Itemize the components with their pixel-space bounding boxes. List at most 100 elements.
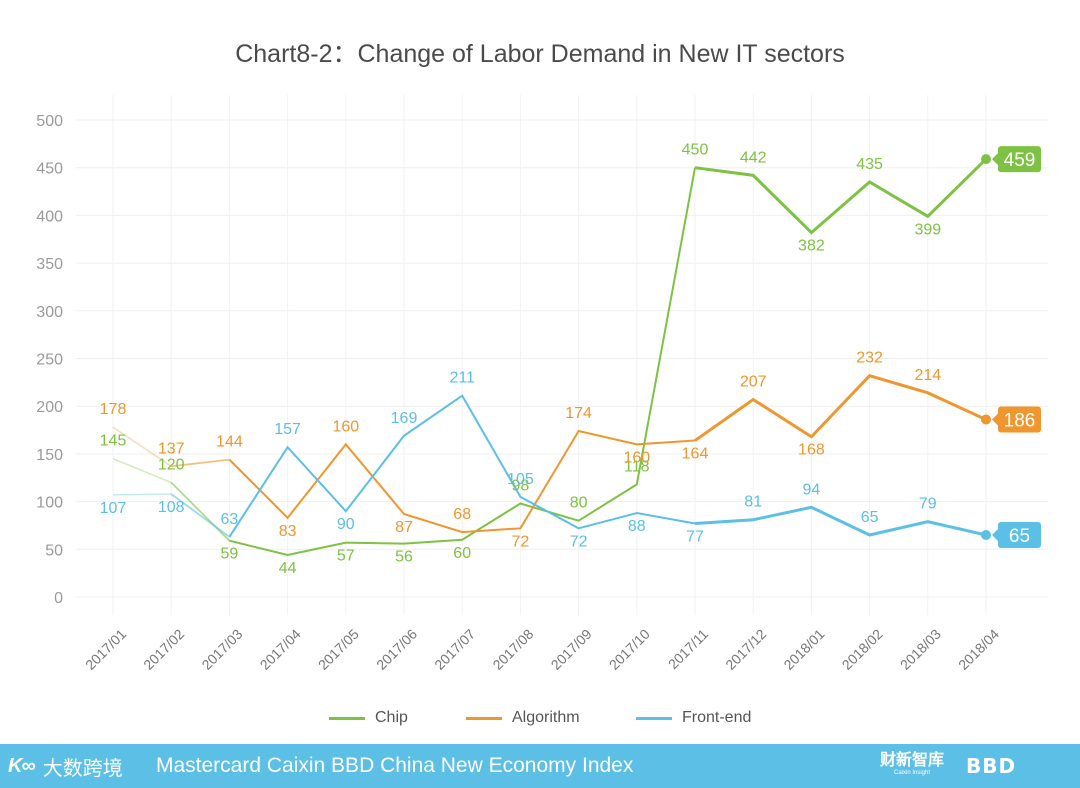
series-line-front-end-mid — [170, 493, 230, 538]
callout-arrow-algorithm — [992, 413, 998, 426]
y-tick-label: 500 — [36, 113, 63, 130]
caixin-insight-main: 财新智库 — [880, 752, 945, 769]
data-label-algorithm: 137 — [158, 440, 185, 457]
x-tick-label: 2018/03 — [897, 626, 944, 673]
series-line-chip-lead — [112, 457, 172, 484]
data-label-front-end: 77 — [686, 529, 704, 546]
grid-layer — [76, 95, 1048, 615]
series-line-front-end-lead — [112, 493, 172, 496]
y-tick-label: 200 — [36, 399, 63, 416]
callout-box-front-end — [998, 521, 1041, 548]
x-tick-label: 2017/06 — [373, 626, 420, 673]
legend-item-front-end[interactable]: Front-end — [636, 709, 751, 727]
series-line-front-end — [228, 394, 696, 538]
data-label-front-end: 88 — [628, 518, 646, 535]
callout-label-chip: 459 — [1004, 150, 1036, 171]
x-tick-label: 2018/04 — [955, 626, 1002, 673]
y-tick-label: 0 — [54, 590, 63, 607]
data-label-algorithm: 164 — [682, 446, 709, 463]
x-tick-label: 2018/01 — [780, 626, 827, 673]
x-tick-label: 2017/11 — [665, 626, 712, 673]
data-label-chip: 450 — [682, 142, 709, 159]
data-label-chip: 57 — [337, 548, 355, 565]
x-tick-label: 2018/02 — [839, 626, 886, 673]
data-label-chip: 44 — [279, 560, 297, 577]
x-tick-label: 2017/02 — [140, 626, 187, 673]
data-label-algorithm: 83 — [279, 523, 297, 540]
x-tick-label: 2017/10 — [606, 626, 653, 673]
logo-cn-text: 大数跨境 — [42, 757, 123, 780]
callout-box-chip — [998, 146, 1041, 173]
data-label-algorithm: 174 — [565, 405, 592, 422]
data-label-front-end: 105 — [507, 471, 534, 488]
data-label-algorithm: 168 — [798, 442, 825, 459]
x-tick-label: 2017/05 — [315, 626, 362, 673]
data-label-chip: 120 — [158, 457, 185, 474]
callout-arrow-chip — [992, 153, 998, 166]
series-line-chip-mid — [170, 481, 231, 542]
data-label-algorithm: 214 — [914, 367, 941, 384]
legend-label-algorithm: Algorithm — [512, 709, 580, 726]
callout-label-front-end: 65 — [1009, 526, 1030, 547]
data-label-front-end: 65 — [861, 509, 879, 526]
data-label-chip: 98 — [512, 478, 530, 495]
data-label-algorithm: 72 — [512, 533, 530, 550]
logo-mark-icon: K∞ — [8, 754, 36, 777]
x-tick-label: 2017/12 — [722, 626, 769, 673]
data-label-front-end: 94 — [803, 481, 821, 498]
x-tick-label: 2017/09 — [548, 626, 595, 673]
data-label-chip: 442 — [740, 149, 767, 166]
data-label-algorithm: 144 — [216, 434, 243, 451]
data-label-front-end: 108 — [158, 499, 185, 516]
data-label-front-end: 81 — [744, 494, 762, 511]
caixin-insight-sub: Caixin Insight — [893, 770, 931, 776]
series-layer — [112, 154, 991, 557]
logo-left: K∞ 大数跨境 — [8, 752, 123, 780]
end-point-algorithm — [981, 414, 991, 425]
legend-item-chip[interactable]: Chip — [329, 709, 408, 727]
x-tick-label: 2017/03 — [198, 626, 245, 673]
data-label-front-end: 107 — [100, 500, 127, 517]
data-label-algorithm: 178 — [100, 401, 127, 418]
x-tick-label: 2017/01 — [82, 626, 129, 673]
bbd-logo: BBD — [966, 754, 1017, 778]
y-tick-label: 250 — [36, 352, 63, 369]
y-tick-label: 100 — [36, 495, 63, 512]
callout-label-algorithm: 186 — [1004, 411, 1036, 432]
label-layer: 145 120 59 44 57 56 60 98 80 118 450 442 382 435 399 45… — [100, 142, 1041, 577]
y-tick-label: 350 — [36, 256, 63, 273]
callout-arrow-front-end — [992, 528, 998, 541]
chart-title: Chart8-2：Change of Labor Demand in New I… — [235, 40, 845, 68]
data-label-front-end: 157 — [274, 421, 301, 438]
legend-swatch-front-end — [636, 716, 672, 720]
legend-label-chip: Chip — [375, 709, 408, 726]
data-label-chip: 60 — [453, 545, 471, 562]
y-tick-label: 150 — [36, 447, 63, 464]
legend-item-algorithm[interactable]: Algorithm — [466, 709, 580, 727]
data-label-algorithm: 207 — [740, 374, 767, 391]
series-line-front-end-tail — [694, 505, 987, 537]
data-label-algorithm: 160 — [332, 418, 359, 435]
data-label-algorithm: 232 — [856, 350, 883, 367]
data-label-chip: 59 — [221, 546, 239, 563]
caixin-insight-logo: 财新智库 Caixin Insight — [880, 752, 944, 777]
end-point-chip — [981, 154, 991, 165]
data-label-algorithm: 160 — [623, 449, 650, 466]
end-point-front-end — [981, 529, 991, 540]
legend-label-front-end: Front-end — [682, 709, 752, 726]
callout-box-algorithm — [998, 406, 1041, 433]
footer-title: Mastercard Caixin BBD China New Economy … — [156, 754, 634, 777]
data-label-algorithm: 87 — [395, 519, 413, 536]
data-label-algorithm: 68 — [453, 506, 471, 523]
legend-swatch-chip — [329, 716, 365, 720]
y-tick-label: 50 — [45, 542, 63, 559]
legend-swatch-algorithm — [466, 716, 502, 720]
y-tick-label: 400 — [36, 208, 63, 225]
legend: Chip Algorithm Front-end — [0, 709, 1080, 735]
series-line-chip-tail — [694, 158, 988, 235]
series-line-algorithm-lead — [112, 426, 172, 467]
data-label-chip: 435 — [856, 156, 883, 173]
data-label-chip: 80 — [570, 495, 588, 512]
x-tick-label: 2017/08 — [489, 626, 536, 673]
